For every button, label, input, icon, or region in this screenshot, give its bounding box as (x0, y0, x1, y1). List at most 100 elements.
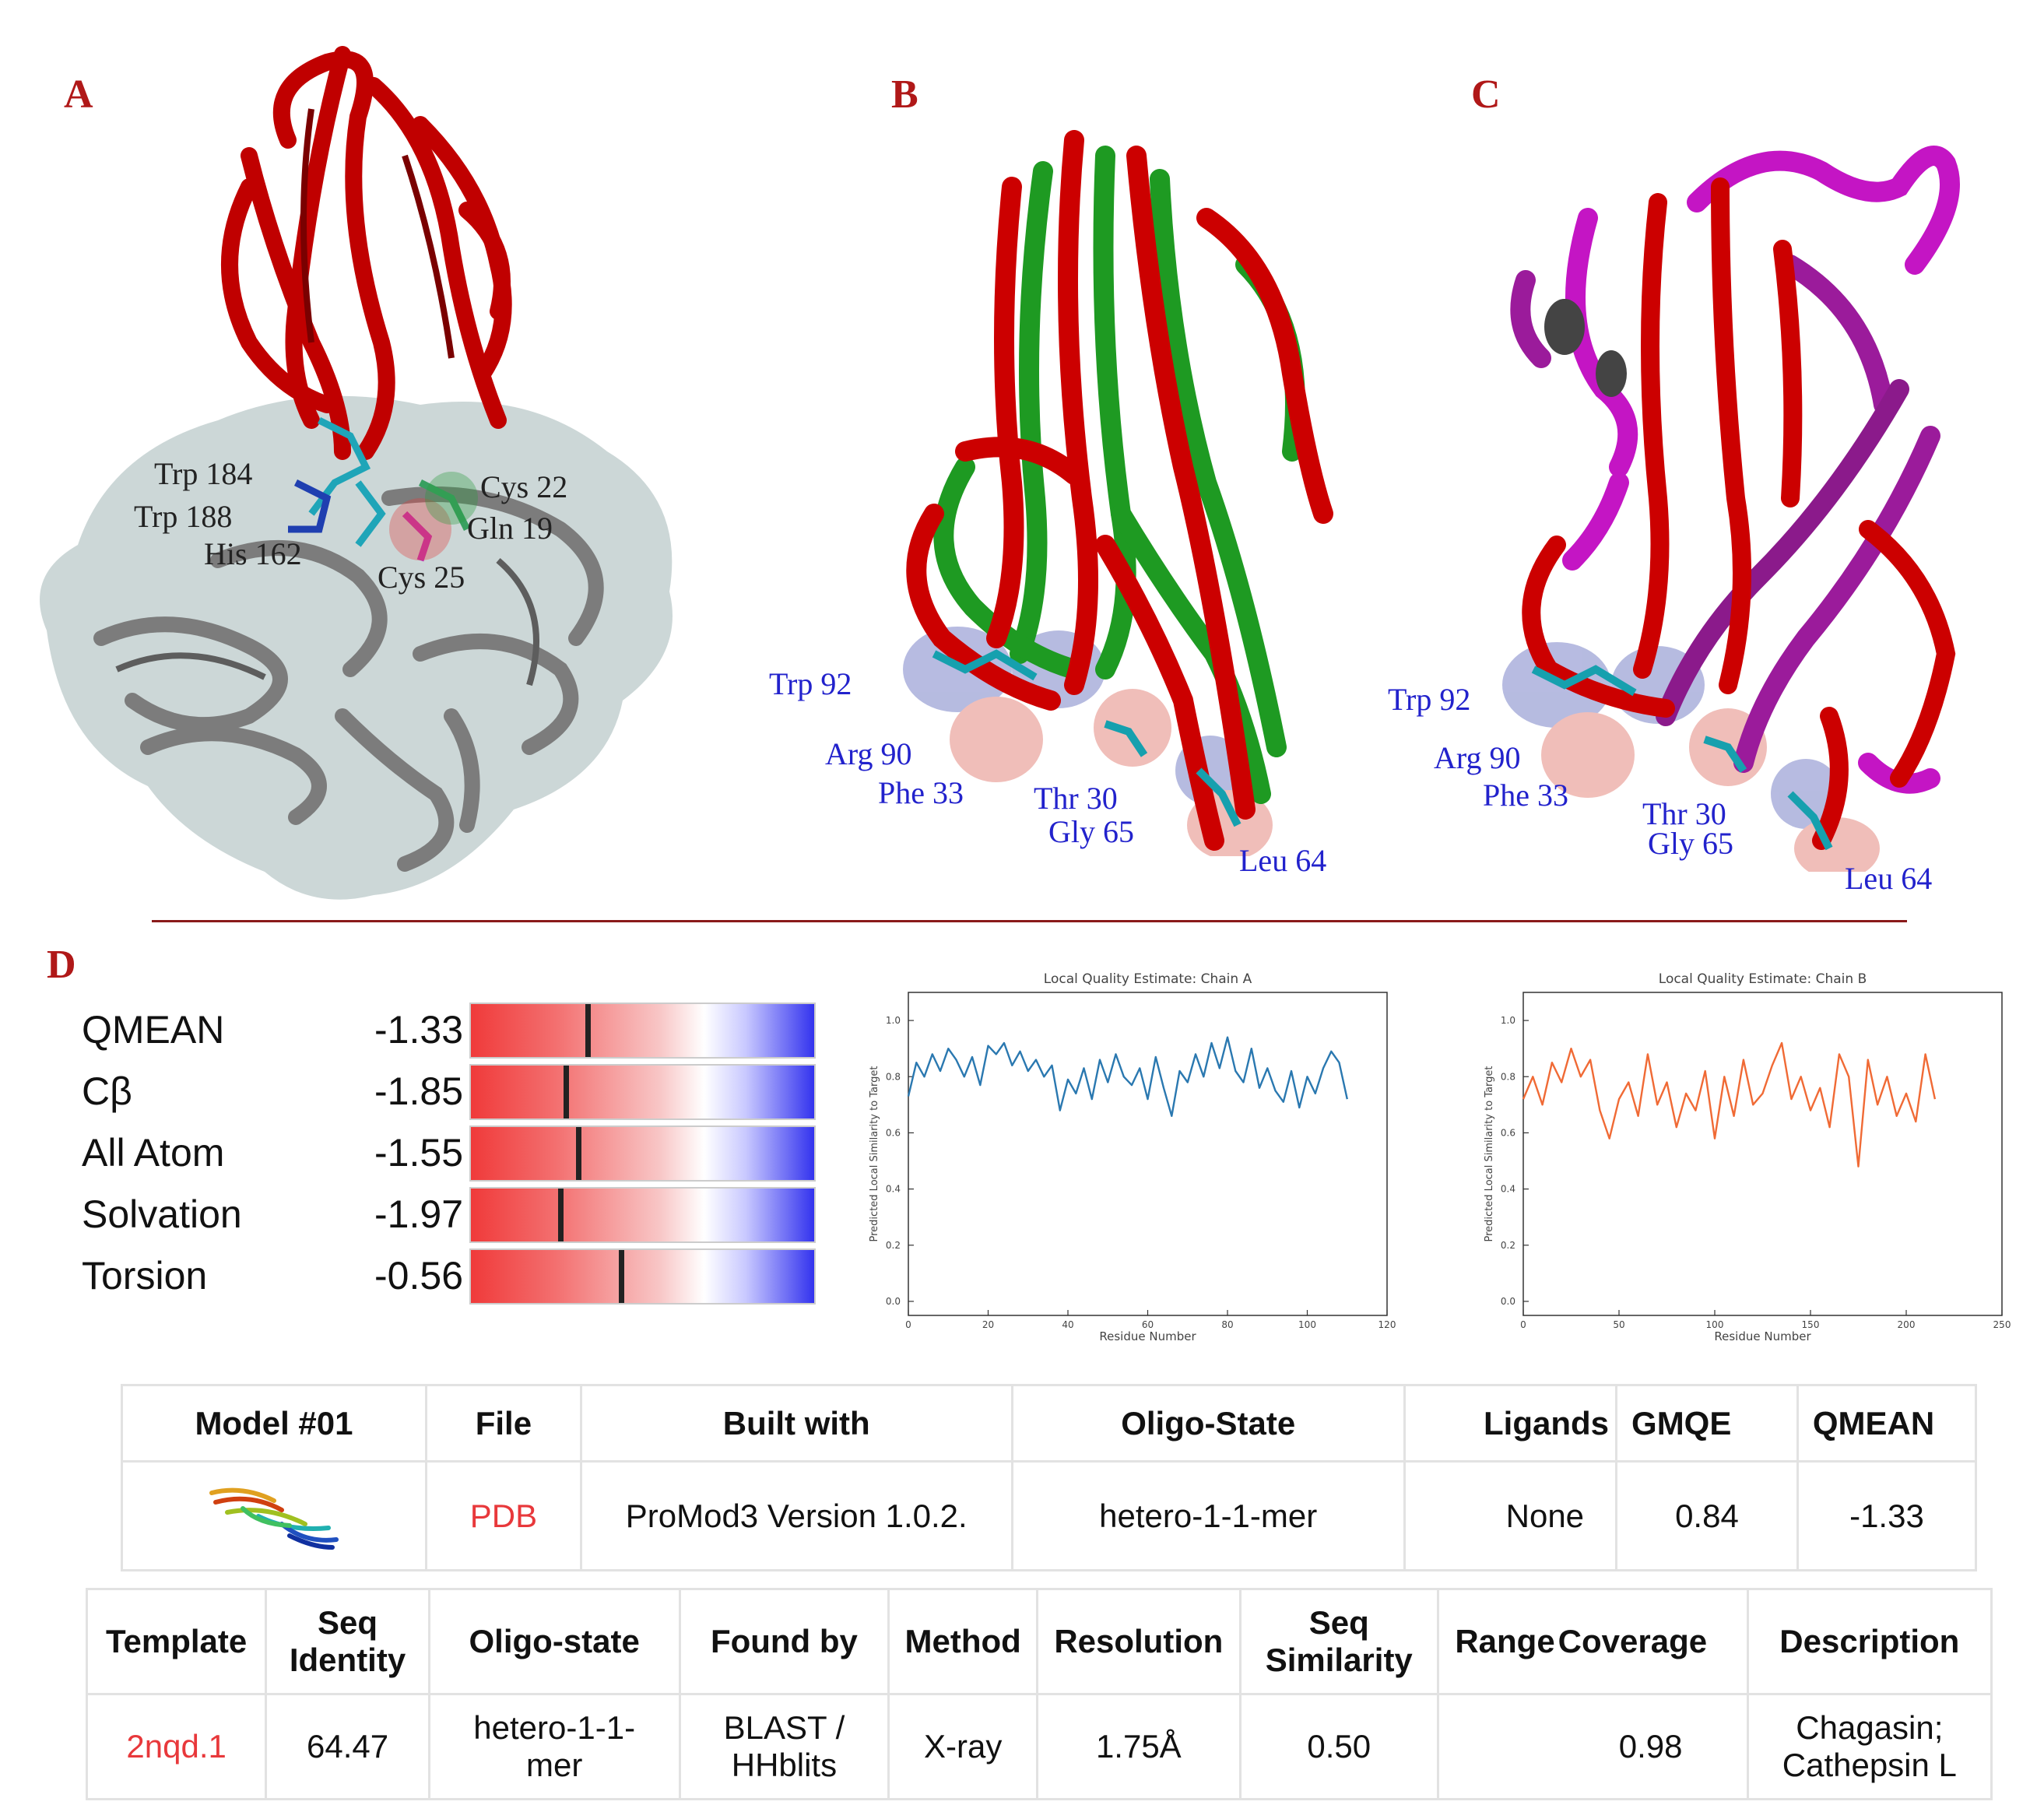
model-ligands: None (1403, 1460, 1618, 1571)
score-bar-1 (469, 1064, 816, 1120)
template-oligo-state: hetero-1-1-mer (427, 1693, 681, 1800)
label-c-5: Leu 64 (1845, 861, 1933, 896)
chain-a-plot-frame (908, 992, 1388, 1316)
label-c-2: Phe 33 (1483, 778, 1568, 813)
panel-c-letter: C (1471, 72, 1501, 117)
label-a-3: Cys 22 (480, 469, 568, 504)
label-b-1: Arg 90 (825, 736, 912, 771)
model-header-model: Model #01 (121, 1384, 427, 1463)
model-file-link[interactable]: PDB (424, 1460, 582, 1571)
chain-b-xtick-label-4: 200 (1898, 1319, 1916, 1330)
score-bar-2 (469, 1125, 816, 1182)
label-b-2: Phe 33 (878, 775, 964, 810)
label-a-2: His 162 (204, 536, 302, 571)
panel-a-letter: A (64, 72, 93, 117)
template-header-found-by: Found by (678, 1588, 890, 1695)
chain-a-xtick-label-6: 120 (1378, 1319, 1396, 1330)
model-oligo-state: hetero-1-1-mer (1010, 1460, 1406, 1571)
template-header-coverage: Coverage (1554, 1588, 1749, 1695)
chain-a-ytick-label-1: 0.2 (886, 1240, 901, 1251)
template-header-resolution: Resolution (1036, 1588, 1242, 1695)
chain-a-xtick-label-0: 0 (905, 1319, 911, 1330)
template-method: X-ray (887, 1693, 1039, 1800)
chain-a-series-line-0 (907, 1036, 1348, 1118)
template-header-range: Range (1436, 1588, 1555, 1695)
label-a-0: Trp 184 (154, 456, 253, 491)
model-table: Model #01 File Built with Oligo-State Li… (121, 1384, 1978, 1571)
chain-a-ytick-label-2: 0.4 (886, 1184, 901, 1195)
label-a-5: Cys 25 (378, 560, 465, 595)
label-b-4: Gly 65 (1048, 814, 1134, 849)
label-c-1: Arg 90 (1434, 740, 1521, 775)
score-bar-3 (469, 1187, 816, 1243)
template-header-seq-identity: Seq Identity (265, 1588, 430, 1695)
chain-b-xtick-label-3: 150 (1802, 1319, 1820, 1330)
label-b-5: Leu 64 (1239, 843, 1327, 878)
score-name-4: Torsion (82, 1254, 208, 1298)
model-header-built-with: Built with (579, 1384, 1013, 1463)
model-qmean: -1.33 (1796, 1460, 1978, 1571)
model-header-oligo-state: Oligo-State (1010, 1384, 1406, 1463)
template-seq-identity: 64.47 (265, 1693, 430, 1800)
score-value-3: -1.97 (374, 1192, 463, 1236)
label-c-3: Thr 30 (1642, 796, 1726, 831)
label-a-4: Gln 19 (467, 511, 553, 546)
score-name-0: QMEAN (82, 1008, 225, 1052)
chain-a-xlabel: Residue Number (1099, 1329, 1196, 1343)
chain-a-xtick-label-4: 80 (1221, 1319, 1233, 1330)
model-header-qmean: QMEAN (1796, 1384, 1978, 1463)
score-value-4: -0.56 (374, 1254, 463, 1298)
chain-b-xtick-label-1: 50 (1613, 1319, 1624, 1330)
model-thumbnail-cell (121, 1460, 427, 1571)
chain-b-plot-frame (1522, 992, 2003, 1316)
template-id-link[interactable]: 2nqd.1 (85, 1693, 268, 1800)
chain-a-ytick-label-0: 0.0 (886, 1296, 901, 1307)
chain-b-xlabel: Residue Number (1714, 1329, 1811, 1343)
model-thumbnail-image[interactable] (196, 1470, 352, 1555)
template-range (1436, 1693, 1555, 1800)
chain-a-ytick-label-3: 0.6 (886, 1127, 901, 1138)
chart-chain-a: Local Quality Estimate: Chain A 0 20 40 60 80… (869, 971, 1396, 1343)
template-description: Chagasin; Cathepsin L (1746, 1693, 1993, 1800)
chain-b-ytick-label-0: 0.0 (1501, 1296, 1515, 1307)
chain-b-title: Local Quality Estimate: Chain B (1659, 971, 1867, 987)
section-divider (152, 920, 1907, 922)
chain-a-ylabel: Predicted Local Similarity to Target (869, 1066, 880, 1242)
panel-b-structure-image (903, 130, 1333, 856)
score-name-1: Cβ (82, 1069, 132, 1113)
template-resolution: 1.75Å (1036, 1693, 1242, 1800)
chain-b-xtick-label-5: 250 (1993, 1319, 2011, 1330)
model-header-file: File (424, 1384, 582, 1463)
chart-chain-b: Local Quality Estimate: Chain B 0 50 100 150… (1484, 971, 2011, 1343)
score-value-2: -1.55 (374, 1131, 463, 1175)
template-found-by: BLAST / HHblits (678, 1693, 890, 1800)
chain-a-xtick-label-1: 20 (982, 1319, 994, 1330)
template-seq-similarity: 0.50 (1238, 1693, 1439, 1800)
chain-b-ylabel: Predicted Local Similarity to Target (1484, 1066, 1495, 1242)
model-built-with: ProMod3 Version 1.0.2. (579, 1460, 1013, 1571)
chain-a-xtick-label-2: 40 (1062, 1319, 1073, 1330)
score-name-3: Solvation (82, 1192, 242, 1236)
score-value-1: -1.85 (374, 1069, 463, 1113)
panel-c-structure-image (1502, 146, 1960, 872)
label-a-1: Trp 188 (134, 499, 233, 534)
chain-a-title: Local Quality Estimate: Chain A (1044, 971, 1252, 987)
model-gmqe: 0.84 (1615, 1460, 1799, 1571)
panel-d-letter: D (47, 943, 76, 987)
score-bar-0 (469, 1003, 816, 1059)
template-coverage: 0.98 (1554, 1693, 1749, 1800)
label-c-0: Trp 92 (1388, 682, 1471, 717)
model-header-gmqe: GMQE (1615, 1384, 1799, 1463)
template-header-method: Method (887, 1588, 1039, 1695)
label-b-3: Thr 30 (1034, 781, 1118, 816)
score-marker-2 (576, 1127, 582, 1180)
template-table: Template Seq Identity Oligo-state Found … (85, 1588, 1993, 1800)
chain-b-xtick-label-2: 100 (1706, 1319, 1724, 1330)
label-b-0: Trp 92 (769, 666, 852, 701)
chain-b-ytick-label-5: 1.0 (1501, 1015, 1515, 1026)
score-marker-0 (585, 1004, 592, 1057)
score-marker-4 (618, 1250, 624, 1303)
score-bar-4 (469, 1248, 816, 1305)
label-c-4: Gly 65 (1648, 826, 1733, 861)
score-marker-3 (557, 1189, 564, 1241)
